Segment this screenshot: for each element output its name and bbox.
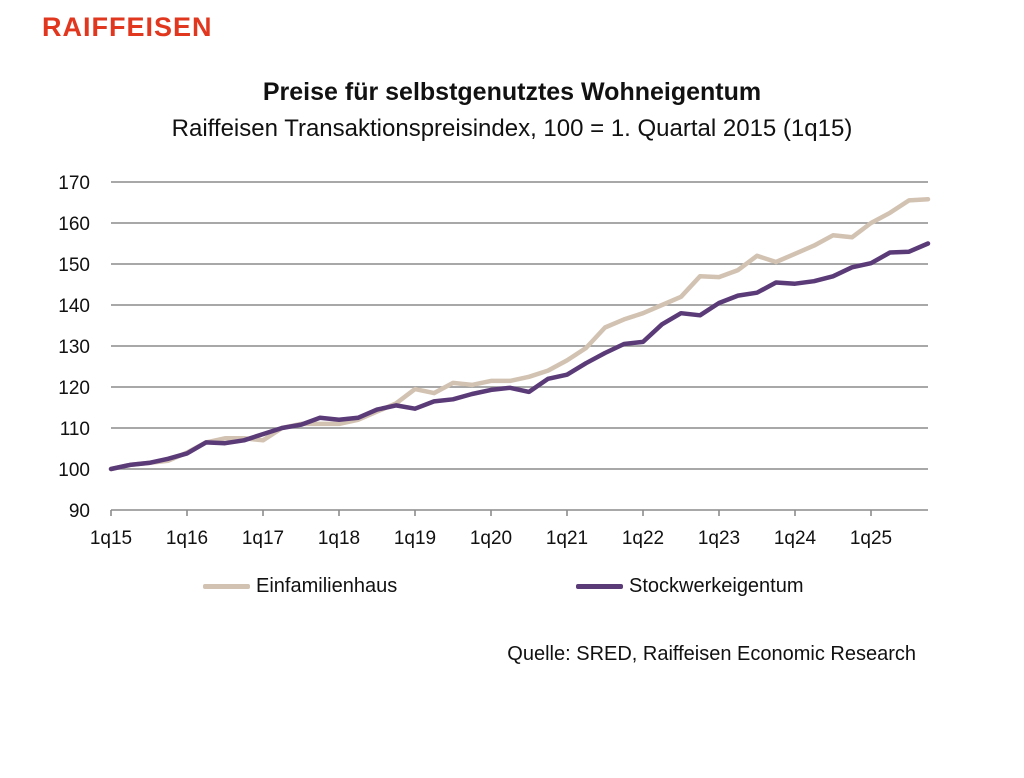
raiffeisen-logo: RAIFFEISEN [42, 12, 213, 42]
chart-subtitle: Raiffeisen Transaktionspreisindex, 100 =… [171, 115, 853, 142]
legend-swatch-einfamilienhaus [203, 583, 250, 589]
x-tick-label: 1q24 [774, 528, 817, 549]
x-axis [110, 509, 928, 516]
legend-item-stockwerkeigentum: Stockwerkeigentum [576, 572, 804, 600]
legend-item-einfamilienhaus: Einfamilienhaus [203, 572, 397, 600]
y-tick-label: 150 [58, 255, 90, 276]
chart-title: Preise für selbstgenutztes Wohneigentum [262, 78, 762, 106]
y-tick-label: 170 [58, 173, 90, 194]
x-axis-tick-labels: 1q15 1q16 1q17 1q18 1q19 1q20 1q21 1q22 1q23 1q24… [90, 528, 892, 549]
x-tick-label: 1q16 [166, 528, 208, 549]
y-tick-label: 90 [69, 501, 90, 522]
x-tick-label: 1q18 [318, 528, 360, 549]
source-note: Quelle: SRED, Raiffeisen Economic Resear… [507, 643, 916, 665]
legend-swatch-stockwerkeigentum [576, 583, 623, 589]
x-tick-label: 1q25 [850, 528, 892, 549]
x-tick-label: 1q23 [698, 528, 740, 549]
x-tick-label: 1q21 [546, 528, 588, 549]
y-tick-label: 100 [58, 460, 90, 481]
x-tick-label: 1q20 [470, 528, 512, 549]
legend-label-stockwerkeigentum: Stockwerkeigentum [629, 574, 804, 597]
y-tick-label: 130 [58, 337, 90, 358]
y-tick-label: 110 [60, 419, 90, 440]
y-tick-label: 120 [58, 378, 90, 399]
x-tick-label: 1q19 [394, 528, 436, 549]
x-tick-label: 1q15 [90, 528, 132, 549]
x-tick-label: 1q22 [622, 528, 664, 549]
y-tick-label: 160 [58, 214, 90, 235]
legend-label-einfamilienhaus: Einfamilienhaus [256, 574, 398, 597]
y-tick-label: 140 [58, 296, 90, 317]
series-line-stockwerkeigentum [108, 241, 931, 472]
gridlines [111, 181, 928, 470]
series-lines [108, 196, 931, 472]
y-axis-tick-labels: 90 100 110 120 130 140 150 160 170 [58, 173, 90, 522]
x-tick-label: 1q17 [242, 528, 284, 549]
